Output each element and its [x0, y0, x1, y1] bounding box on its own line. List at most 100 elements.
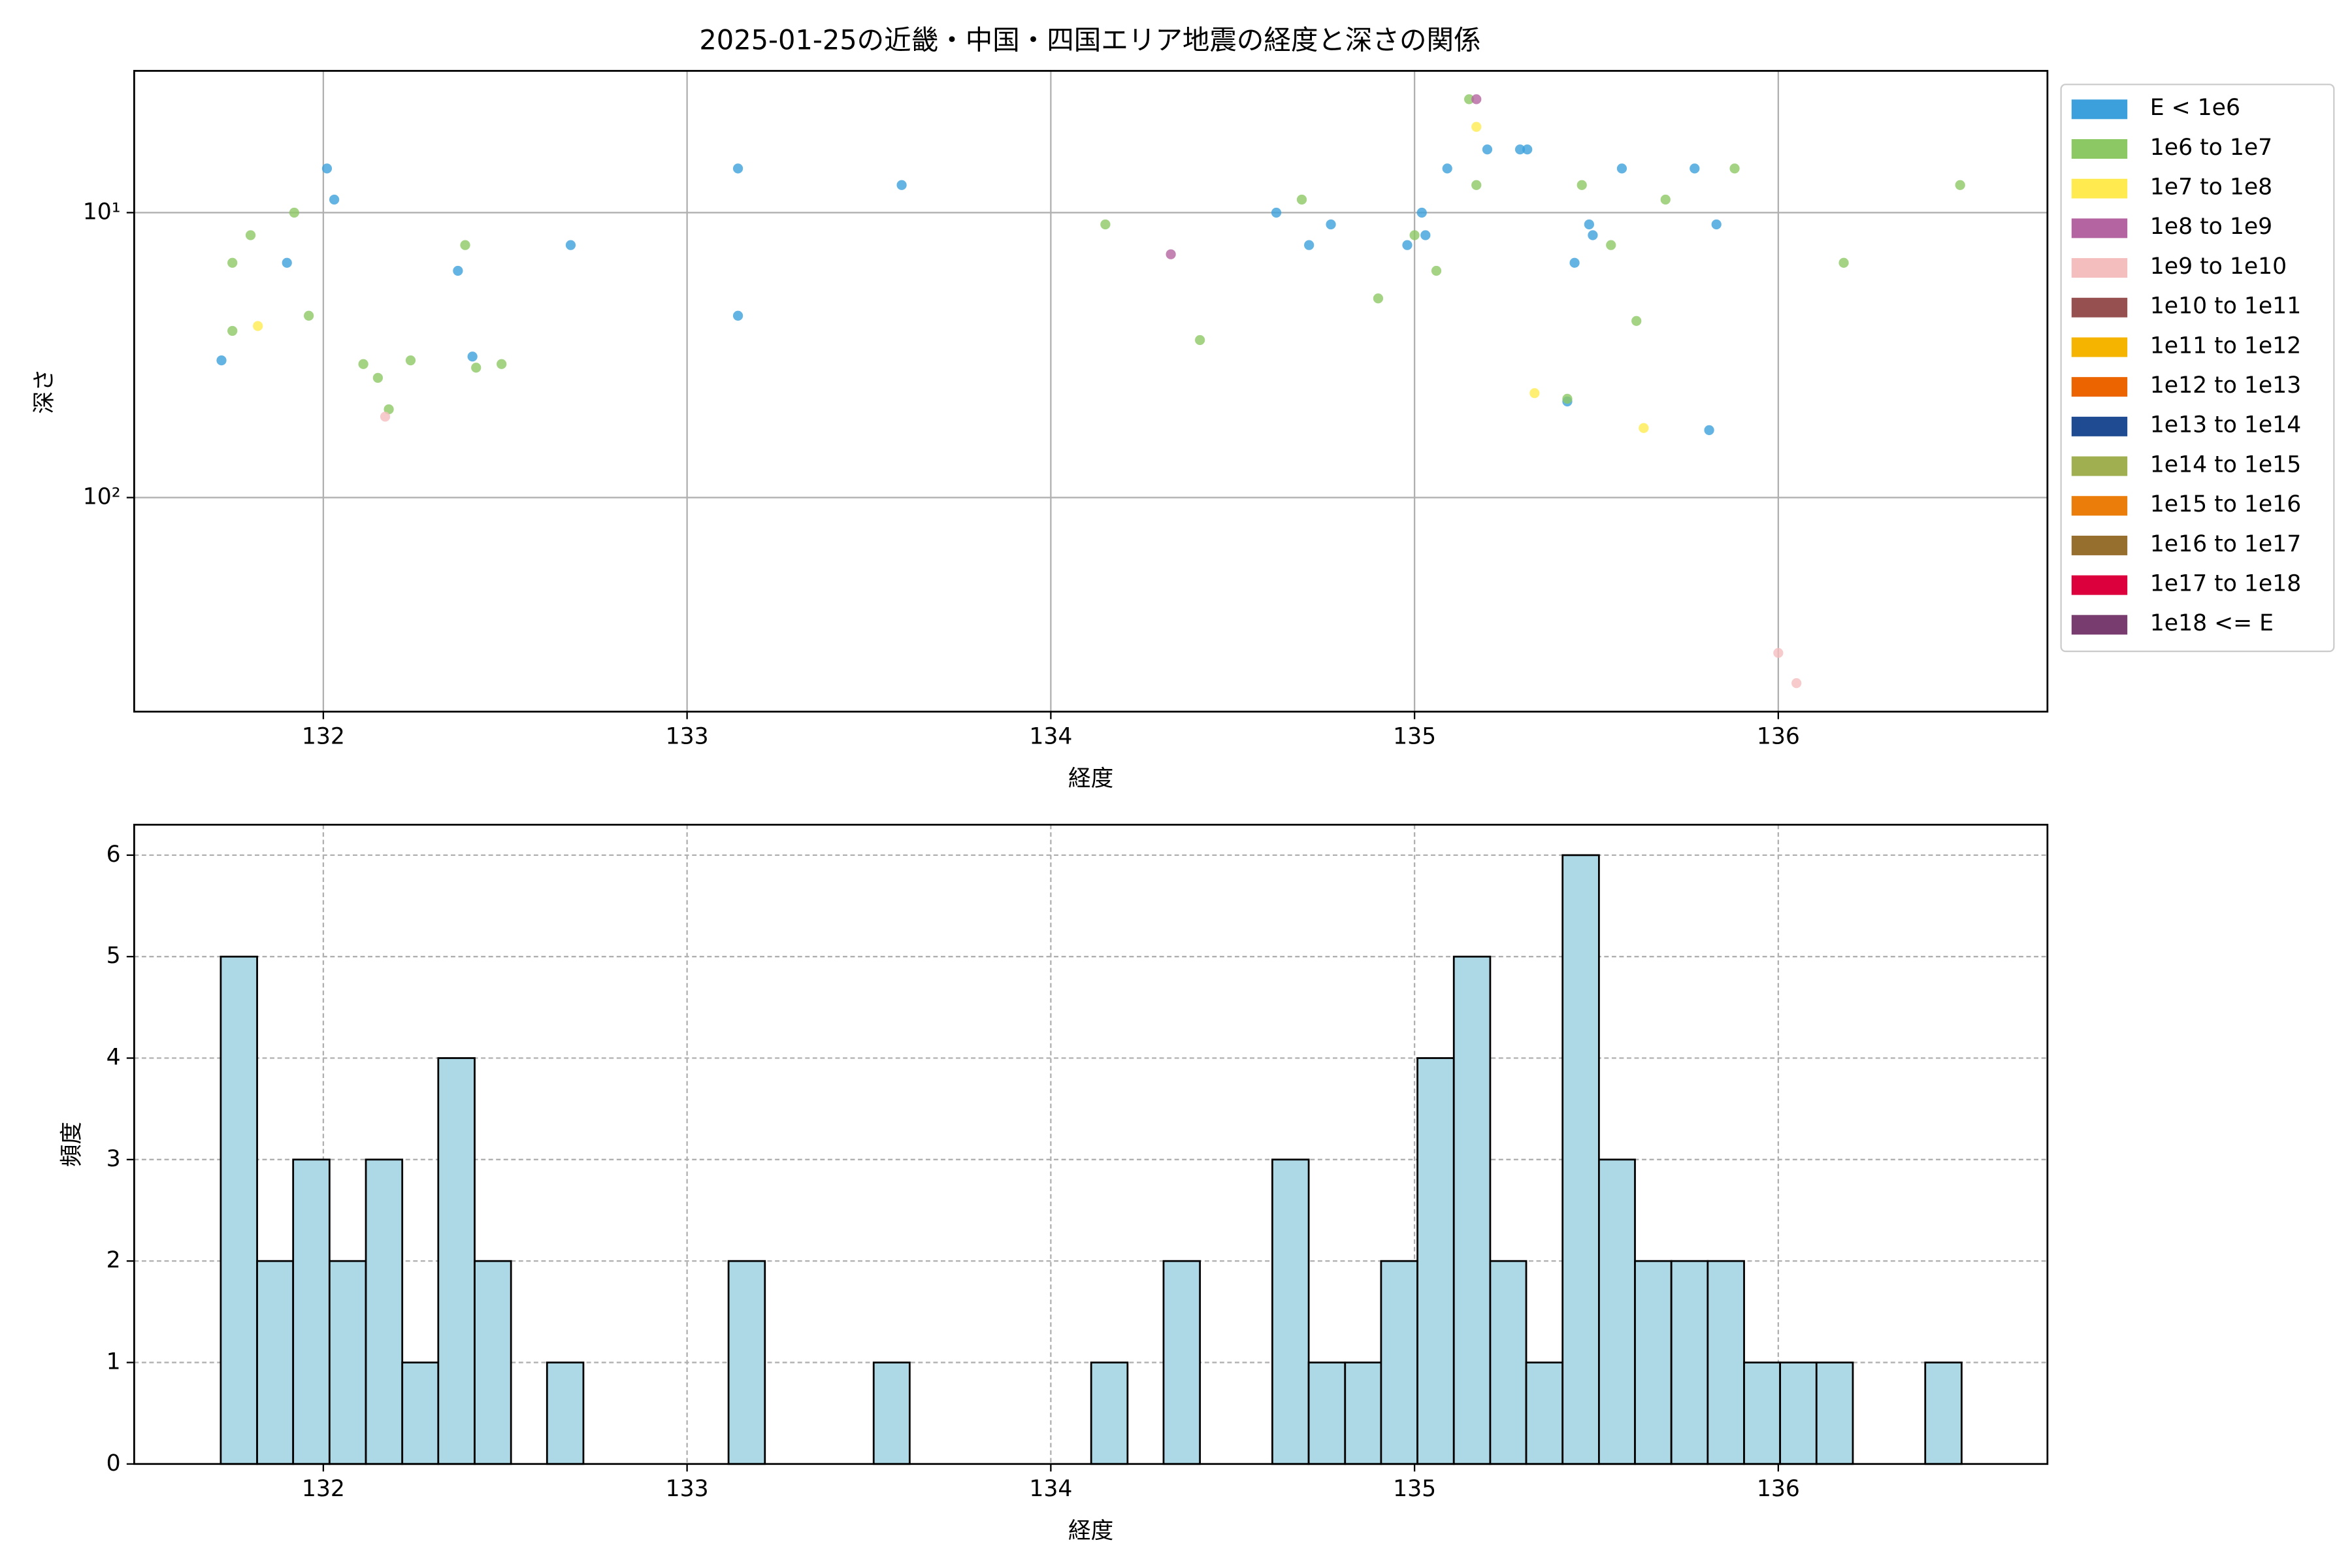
legend-label: 1e8 to 1e9: [2150, 214, 2272, 240]
x-tick-label: 132: [302, 723, 345, 749]
bar: [1924, 1362, 1963, 1465]
data-point: [227, 257, 238, 268]
data-point: [1838, 257, 1849, 268]
data-point: [1562, 393, 1573, 404]
x-tick-label: 135: [1393, 723, 1436, 749]
data-point: [1576, 180, 1587, 190]
data-point: [1373, 293, 1384, 304]
data-point: [1471, 94, 1482, 105]
x-tick-label: 136: [1757, 723, 1800, 749]
data-point: [467, 351, 478, 362]
data-point: [329, 194, 340, 205]
legend-swatch: [2071, 615, 2128, 635]
legend-label: 1e17 to 1e18: [2150, 570, 2301, 596]
data-point: [896, 180, 907, 190]
data-point: [1773, 647, 1784, 659]
legend-label: 1e12 to 1e13: [2150, 372, 2301, 399]
data-point: [358, 359, 368, 369]
data-point: [1588, 230, 1598, 240]
bar: [1271, 1158, 1310, 1465]
data-point: [1416, 207, 1427, 218]
data-point: [453, 265, 463, 276]
bar: [1779, 1362, 1818, 1465]
bar: [1743, 1362, 1782, 1465]
data-point: [565, 240, 576, 250]
legend-swatch: [2071, 218, 2128, 238]
legend-label: 1e13 to 1e14: [2150, 412, 2301, 438]
data-point: [1704, 425, 1714, 436]
data-point: [732, 163, 743, 174]
data-point: [1464, 94, 1475, 105]
data-point: [1402, 240, 1413, 250]
data-point: [216, 355, 227, 366]
data-point: [1431, 265, 1442, 276]
data-point: [1482, 144, 1493, 155]
data-point: [1690, 163, 1700, 174]
bar: [1090, 1362, 1129, 1465]
data-point: [1711, 219, 1722, 230]
x-tick-label: 132: [302, 1476, 345, 1502]
data-point: [1522, 144, 1533, 155]
data-point: [1100, 219, 1111, 230]
legend-swatch: [2071, 337, 2128, 357]
legend-swatch: [2071, 258, 2128, 278]
bar: [365, 1158, 404, 1465]
x-tick-label: 136: [1757, 1476, 1800, 1502]
y-tick-label: 5: [106, 943, 121, 969]
chart-title: 2025-01-25の近畿・中国・四国エリア地震の経度と深さの関係: [699, 24, 1480, 56]
bar: [1416, 1057, 1455, 1465]
x-axis-label: 経度: [1068, 1518, 1113, 1544]
legend-swatch: [2071, 456, 2128, 476]
axes-frame: [133, 70, 2049, 713]
data-point: [1631, 316, 1642, 326]
legend-label: 1e14 to 1e15: [2150, 451, 2301, 478]
data-point: [1326, 219, 1336, 230]
bar: [1344, 1362, 1382, 1465]
legend-swatch: [2071, 178, 2128, 199]
bar: [1307, 1362, 1347, 1465]
data-point: [1271, 207, 1282, 218]
bar: [1380, 1260, 1418, 1465]
legend-swatch: [2071, 297, 2128, 318]
legend-label: 1e6 to 1e7: [2150, 135, 2272, 161]
data-point: [282, 257, 292, 268]
y-axis-label: 頻度: [59, 1122, 85, 1167]
data-point: [1729, 163, 1740, 174]
y-tick-label: 10²: [83, 484, 121, 510]
bar: [328, 1260, 367, 1465]
data-point: [1639, 423, 1649, 433]
data-point: [372, 372, 384, 383]
bar: [1452, 955, 1492, 1465]
data-point: [289, 207, 299, 218]
x-axis-label: 経度: [1068, 766, 1113, 792]
x-tick-label: 135: [1393, 1476, 1436, 1502]
axes-frame: [133, 823, 2049, 1465]
legend-label: 1e10 to 1e11: [2150, 293, 2301, 319]
legend-swatch: [2071, 496, 2128, 516]
data-point: [1584, 219, 1594, 230]
x-tick-label: 133: [666, 723, 709, 749]
bar: [292, 1158, 331, 1465]
bar: [256, 1260, 295, 1465]
data-point: [1514, 144, 1526, 155]
x-tick-label: 134: [1029, 1476, 1072, 1502]
legend-swatch: [2071, 535, 2128, 555]
data-point: [405, 355, 416, 366]
data-point: [384, 404, 394, 415]
data-point: [1616, 163, 1627, 174]
data-point: [227, 325, 238, 336]
bar: [546, 1362, 585, 1465]
bar: [1815, 1362, 1854, 1465]
bar: [1707, 1260, 1745, 1465]
legend: E < 1e6 1e6 to 1e7 1e7 to 1e8 1e8 to 1e9 1e9…: [2060, 84, 2335, 653]
legend-label: E < 1e6: [2150, 95, 2240, 121]
bar: [1162, 1260, 1201, 1465]
data-point: [1569, 257, 1580, 268]
y-tick-label: 0: [106, 1450, 121, 1477]
data-point: [471, 363, 482, 373]
data-point: [1296, 194, 1307, 205]
data-point: [1409, 230, 1420, 240]
y-tick-label: 10¹: [83, 199, 121, 225]
y-axis-label: 深さ: [31, 368, 57, 414]
